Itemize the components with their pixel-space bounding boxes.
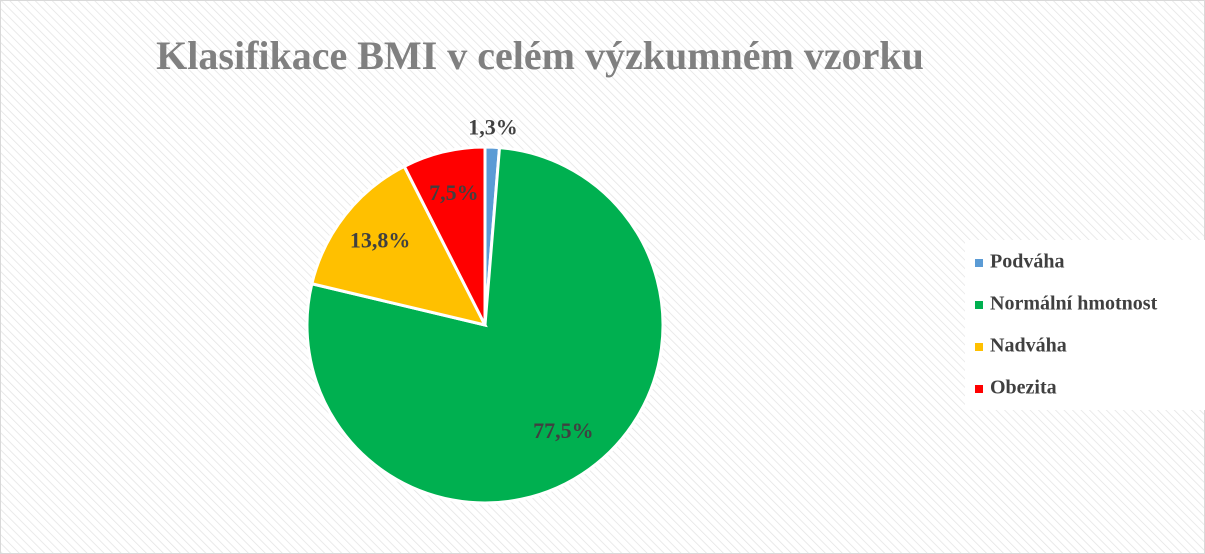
legend-background <box>965 240 1205 410</box>
data-label: 13,8% <box>350 227 411 252</box>
legend-swatch <box>975 259 983 267</box>
data-label: 7,5% <box>429 180 479 205</box>
pie: 1,3% 77,5% 13,8% 7,5% <box>305 114 665 505</box>
pie-slice <box>402 145 487 326</box>
data-label: 77,5% <box>533 418 594 443</box>
pie-slice <box>310 164 488 328</box>
legend-label: Obezita <box>990 377 1057 399</box>
legend-swatch <box>975 301 983 309</box>
legend: Podváha Normální hmotnost Nadváha Obezita <box>975 251 1158 399</box>
legend-swatch <box>975 385 983 393</box>
data-label: 1,3% <box>468 114 518 139</box>
chart-title: Klasifikace BMI v celém výzkumném vzorku <box>156 33 924 78</box>
legend-label: Nadváha <box>990 335 1067 357</box>
legend-label: Podváha <box>990 251 1064 273</box>
legend-swatch <box>975 343 983 351</box>
legend-label: Normální hmotnost <box>990 293 1158 315</box>
